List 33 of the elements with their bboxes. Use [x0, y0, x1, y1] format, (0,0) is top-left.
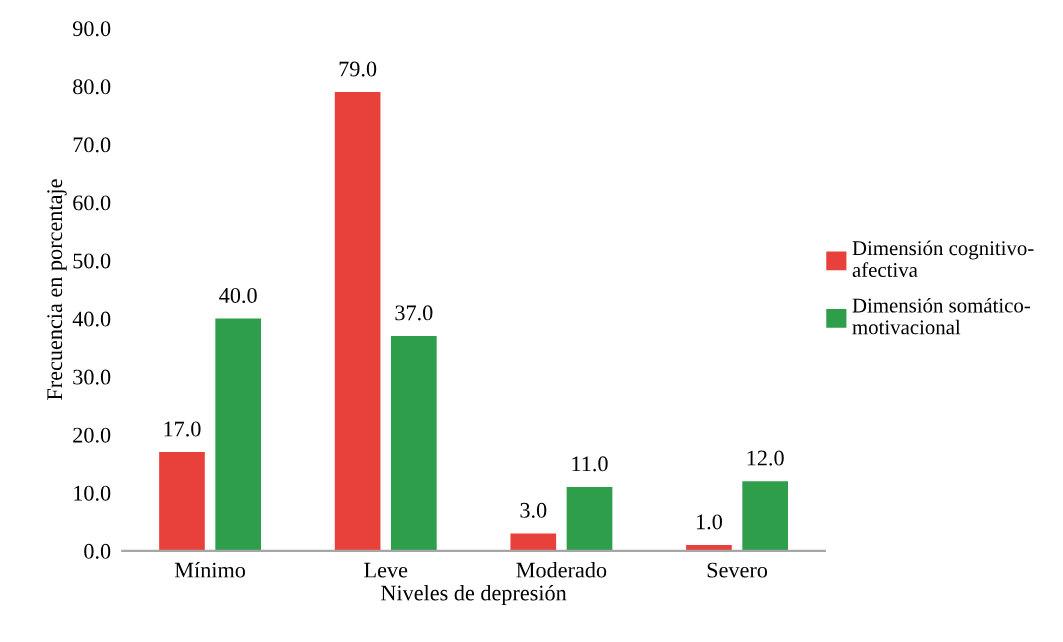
y-tick-label: 90.0 — [72, 21, 111, 37]
y-tick-label: 40.0 — [72, 311, 111, 327]
bar — [215, 318, 262, 551]
bar — [391, 335, 437, 551]
y-tick-label: 60.0 — [73, 195, 111, 211]
x-tick-label: Leve — [364, 562, 408, 578]
bar — [510, 533, 557, 551]
bar — [159, 452, 205, 551]
y-tick-label: 70.0 — [73, 137, 111, 153]
data-label: 17.0 — [164, 421, 201, 437]
bar — [566, 486, 613, 551]
y-tick-label: 0.0 — [84, 543, 111, 559]
bar — [742, 481, 788, 551]
data-label: 1.0 — [697, 514, 722, 530]
y-tick-label: 80.0 — [73, 79, 111, 95]
x-tick-label: Moderado — [516, 561, 607, 578]
legend-label: Dimensión somático- motivacional — [852, 297, 1031, 335]
y-tick-label: 10.0 — [74, 485, 111, 501]
x-axis-title: Niveles de depresión — [381, 584, 567, 606]
data-label: 79.0 — [339, 61, 377, 77]
data-label: 3.0 — [520, 502, 547, 518]
x-tick-label: Severo — [707, 562, 768, 578]
y-axis-title: Frecuencia en porcentaje — [47, 179, 67, 400]
data-label: 12.0 — [747, 450, 784, 466]
y-tick-label: 30.0 — [73, 369, 111, 385]
data-label: 11.0 — [572, 456, 608, 472]
y-tick-label: 20.0 — [73, 427, 111, 443]
bar — [334, 92, 381, 551]
legend-label: Dimensión cognitivo- afectiva — [852, 240, 1034, 278]
y-tick-label: 50.0 — [73, 253, 111, 269]
x-tick-label: Mínimo — [174, 561, 246, 578]
data-label: 37.0 — [395, 305, 433, 321]
data-label: 40.0 — [219, 287, 257, 304]
